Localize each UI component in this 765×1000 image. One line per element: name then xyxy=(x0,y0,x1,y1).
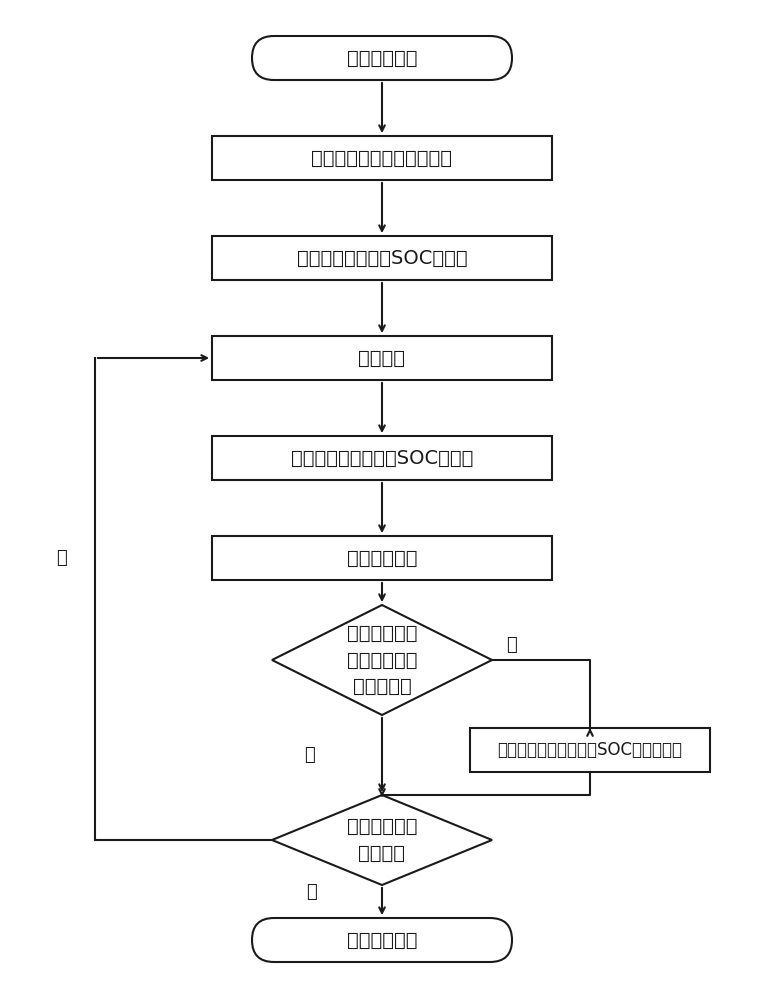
Text: 放电工作过程: 放电工作过程 xyxy=(347,548,417,568)
Polygon shape xyxy=(272,795,492,885)
Text: 否: 否 xyxy=(57,549,67,567)
Bar xyxy=(212,436,552,480)
Text: 调整最差单体在最佳SOC起始点: 调整最差单体在最佳SOC起始点 xyxy=(291,448,474,468)
FancyBboxPatch shape xyxy=(252,918,512,962)
Bar xyxy=(212,136,552,180)
Bar xyxy=(470,728,710,772)
Text: 否: 否 xyxy=(304,746,315,764)
Text: 是: 是 xyxy=(307,883,317,901)
Text: 寿命均衡结束: 寿命均衡结束 xyxy=(347,930,417,950)
Bar xyxy=(212,336,552,380)
Polygon shape xyxy=(272,605,492,715)
Text: 充电过程: 充电过程 xyxy=(359,349,405,367)
Bar xyxy=(212,236,552,280)
Text: 调整该单体与最差单体SOC起始点一致: 调整该单体与最差单体SOC起始点一致 xyxy=(497,741,682,759)
Text: 是否有其它单
体与最差单体
容量一致？: 是否有其它单 体与最差单体 容量一致？ xyxy=(347,624,417,696)
Text: 是: 是 xyxy=(506,636,517,654)
Text: 电池组达到报
废标准？: 电池组达到报 废标准？ xyxy=(347,817,417,863)
FancyBboxPatch shape xyxy=(252,36,512,80)
Text: 确定最差单体最佳SOC起始点: 确定最差单体最佳SOC起始点 xyxy=(297,248,467,267)
Bar xyxy=(212,536,552,580)
Text: 寿命均衡开始: 寿命均衡开始 xyxy=(347,48,417,68)
Text: 判断串联电池组中最差单体: 判断串联电池组中最差单体 xyxy=(311,148,453,167)
